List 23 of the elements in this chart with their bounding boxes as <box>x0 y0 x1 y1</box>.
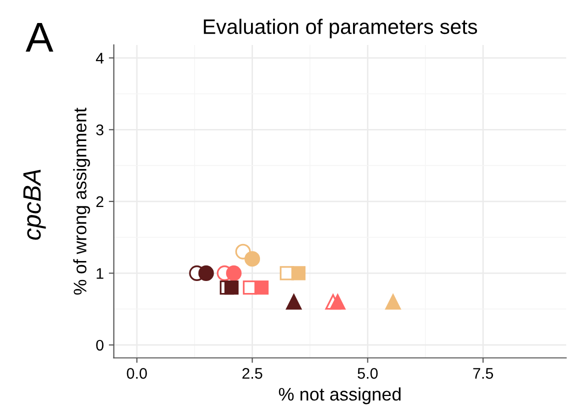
text: A <box>26 23 54 52</box>
x-axis-title: % not assigned <box>278 387 401 404</box>
y-tick-label: 4 <box>96 52 104 64</box>
point <box>198 265 214 281</box>
x-tick-label: 5.0 <box>358 368 378 379</box>
x-tick-label: 0.0 <box>126 368 147 379</box>
chart-title: Evaluation of parameters sets <box>204 18 478 38</box>
point <box>226 265 242 281</box>
point <box>330 294 346 310</box>
y-tick-label: 0 <box>96 340 104 351</box>
y-tick-label: 3 <box>96 124 104 136</box>
point <box>254 280 269 295</box>
y-axis-title: % of wrong assignment <box>73 108 90 295</box>
point <box>291 266 306 280</box>
point <box>244 251 260 267</box>
point <box>224 280 239 295</box>
y-tick-label: 2 <box>96 196 104 207</box>
point <box>286 294 302 310</box>
y-tick-label: 1 <box>96 268 104 279</box>
point <box>385 294 401 310</box>
x-tick-label: 2.5 <box>242 368 262 379</box>
text: cpcBA <box>23 170 46 240</box>
x-tick-label: 7.5 <box>473 368 494 379</box>
